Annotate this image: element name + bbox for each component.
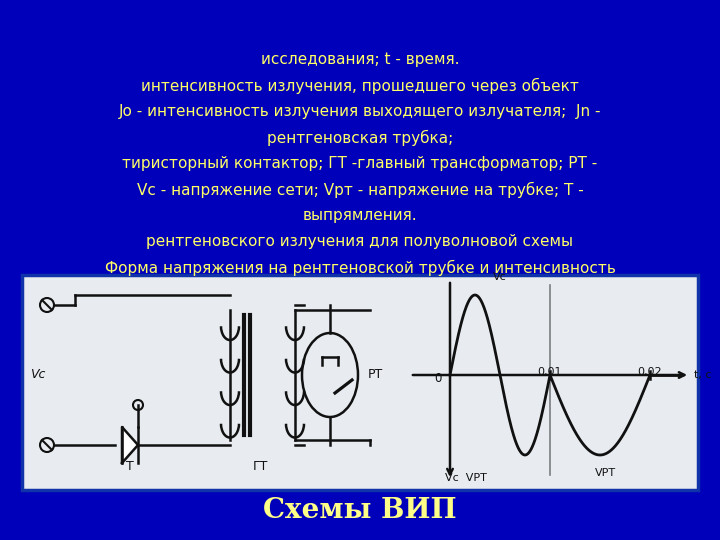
Text: ГТ: ГТ bbox=[252, 461, 268, 474]
Text: рентгеновского излучения для полуволновой схемы: рентгеновского излучения для полуволново… bbox=[146, 234, 574, 249]
Text: VРТ: VРТ bbox=[595, 468, 616, 478]
Text: Jo - интенсивность излучения выходящего излучателя;  Jn -: Jo - интенсивность излучения выходящего … bbox=[119, 104, 601, 119]
Bar bbox=[22, 275, 698, 490]
Text: интенсивность излучения, прошедшего через объект: интенсивность излучения, прошедшего чере… bbox=[141, 78, 579, 94]
Text: выпрямления.: выпрямления. bbox=[302, 208, 418, 223]
Text: тиристорный контактор; ГТ -главный трансформатор; РТ -: тиристорный контактор; ГТ -главный транс… bbox=[122, 156, 598, 171]
Text: рентгеновская трубка;: рентгеновская трубка; bbox=[267, 130, 453, 146]
Polygon shape bbox=[122, 427, 138, 463]
Text: 0,01: 0,01 bbox=[538, 367, 562, 377]
Text: Т: Т bbox=[126, 461, 134, 474]
Text: Схемы ВИП: Схемы ВИП bbox=[264, 496, 456, 523]
Text: 0: 0 bbox=[435, 372, 442, 384]
Text: 0,02: 0,02 bbox=[638, 367, 662, 377]
Text: Форма напряжения на рентгеновской трубке и интенсивность: Форма напряжения на рентгеновской трубке… bbox=[104, 260, 616, 276]
Text: РТ: РТ bbox=[368, 368, 383, 381]
Text: исследования; t - время.: исследования; t - время. bbox=[261, 52, 459, 67]
Text: t, c: t, c bbox=[694, 370, 711, 380]
Text: Vc: Vc bbox=[30, 368, 45, 381]
Text: Vc  VРТ: Vc VРТ bbox=[445, 473, 487, 483]
Text: Vc - напряжение сети; Vрт - напряжение на трубке; Т -: Vc - напряжение сети; Vрт - напряжение н… bbox=[137, 182, 583, 198]
Text: Vc: Vc bbox=[493, 272, 507, 282]
